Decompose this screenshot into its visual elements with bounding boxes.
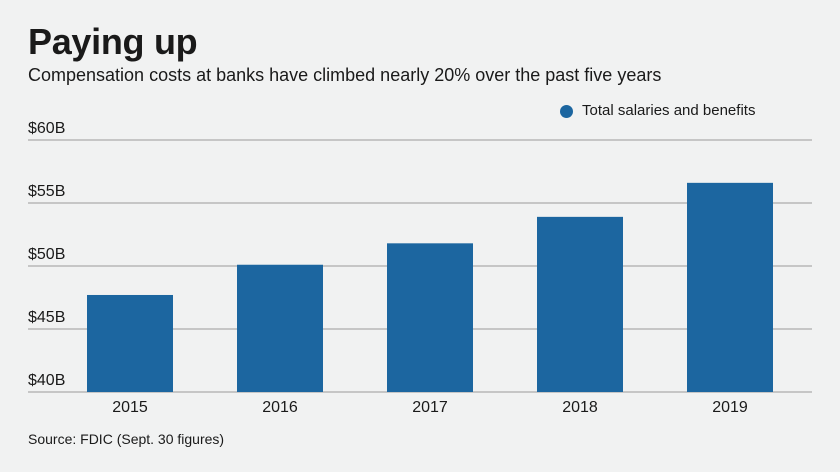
source-note: Source: FDIC (Sept. 30 figures) [28, 431, 225, 447]
bar-2015 [87, 294, 173, 392]
x-axis-labels: 2015 2016 2017 2018 2019 [112, 399, 748, 416]
bar-2019 [687, 182, 773, 392]
chart-subtitle: Compensation costs at banks have climbed… [28, 65, 662, 85]
x-tick-label: 2017 [412, 399, 448, 416]
chart-title: Paying up [28, 21, 198, 62]
bars [87, 182, 773, 392]
legend-label: Total salaries and benefits [582, 102, 756, 119]
y-tick-label: $55B [28, 183, 65, 200]
y-tick-label: $45B [28, 309, 65, 326]
bar-2018 [537, 216, 623, 392]
bar-2017 [387, 243, 473, 392]
bar-2016 [237, 264, 323, 392]
legend: Total salaries and benefits [560, 101, 755, 121]
y-tick-label: $40B [28, 372, 65, 389]
x-tick-label: 2019 [712, 399, 748, 416]
x-tick-label: 2016 [262, 399, 298, 416]
x-tick-label: 2015 [112, 399, 148, 416]
y-axis-labels: $40B $45B $50B $55B $60B [28, 120, 65, 389]
x-tick-label: 2018 [562, 399, 598, 416]
legend-swatch [560, 104, 573, 118]
y-tick-label: $50B [28, 246, 65, 263]
y-tick-label: $60B [28, 120, 65, 137]
